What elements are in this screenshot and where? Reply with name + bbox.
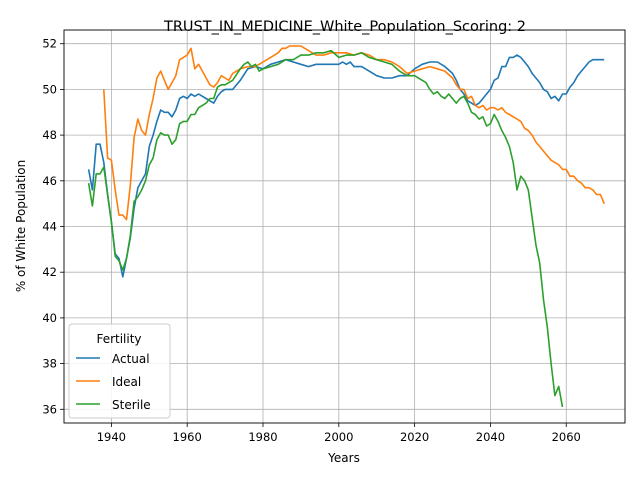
y-tick-label: 42 bbox=[42, 265, 57, 279]
y-tick-label: 36 bbox=[42, 402, 57, 416]
x-tick-label: 2060 bbox=[552, 430, 581, 444]
series-line-actual bbox=[87, 54, 605, 278]
series-line-sterile bbox=[87, 49, 564, 408]
legend-label-ideal: Ideal bbox=[112, 375, 141, 389]
y-tick-label: 46 bbox=[42, 174, 57, 188]
y-tick-label: 52 bbox=[42, 37, 57, 51]
y-axis-ticks: 36 38 40 42 44 46 48 50 52 bbox=[42, 37, 64, 416]
x-tick-label: 1980 bbox=[248, 430, 277, 444]
y-tick-label: 40 bbox=[42, 311, 57, 325]
x-tick-label: 1940 bbox=[97, 430, 126, 444]
x-tick-label: 2040 bbox=[476, 430, 505, 444]
x-tick-label: 2000 bbox=[324, 430, 353, 444]
chart-title: TRUST_IN_MEDICINE_White_Population_Scori… bbox=[163, 19, 526, 35]
x-tick-label: 1960 bbox=[173, 430, 202, 444]
x-axis-ticks: 1940 1960 1980 2000 2020 2040 2060 bbox=[97, 423, 581, 444]
x-tick-label: 2020 bbox=[400, 430, 429, 444]
x-axis-label: Years bbox=[327, 451, 360, 465]
y-tick-label: 38 bbox=[42, 357, 57, 371]
series-lines bbox=[87, 45, 605, 408]
legend-label-actual: Actual bbox=[112, 352, 150, 366]
legend-label-sterile: Sterile bbox=[112, 398, 151, 412]
legend-box bbox=[68, 323, 171, 419]
y-tick-label: 50 bbox=[42, 82, 57, 96]
y-tick-label: 48 bbox=[42, 128, 57, 142]
y-axis-label: % of White Population bbox=[14, 160, 28, 292]
legend-title: Fertility bbox=[96, 332, 141, 346]
y-tick-label: 44 bbox=[42, 220, 57, 234]
legend: Fertility Actual Ideal Sterile bbox=[68, 323, 171, 419]
